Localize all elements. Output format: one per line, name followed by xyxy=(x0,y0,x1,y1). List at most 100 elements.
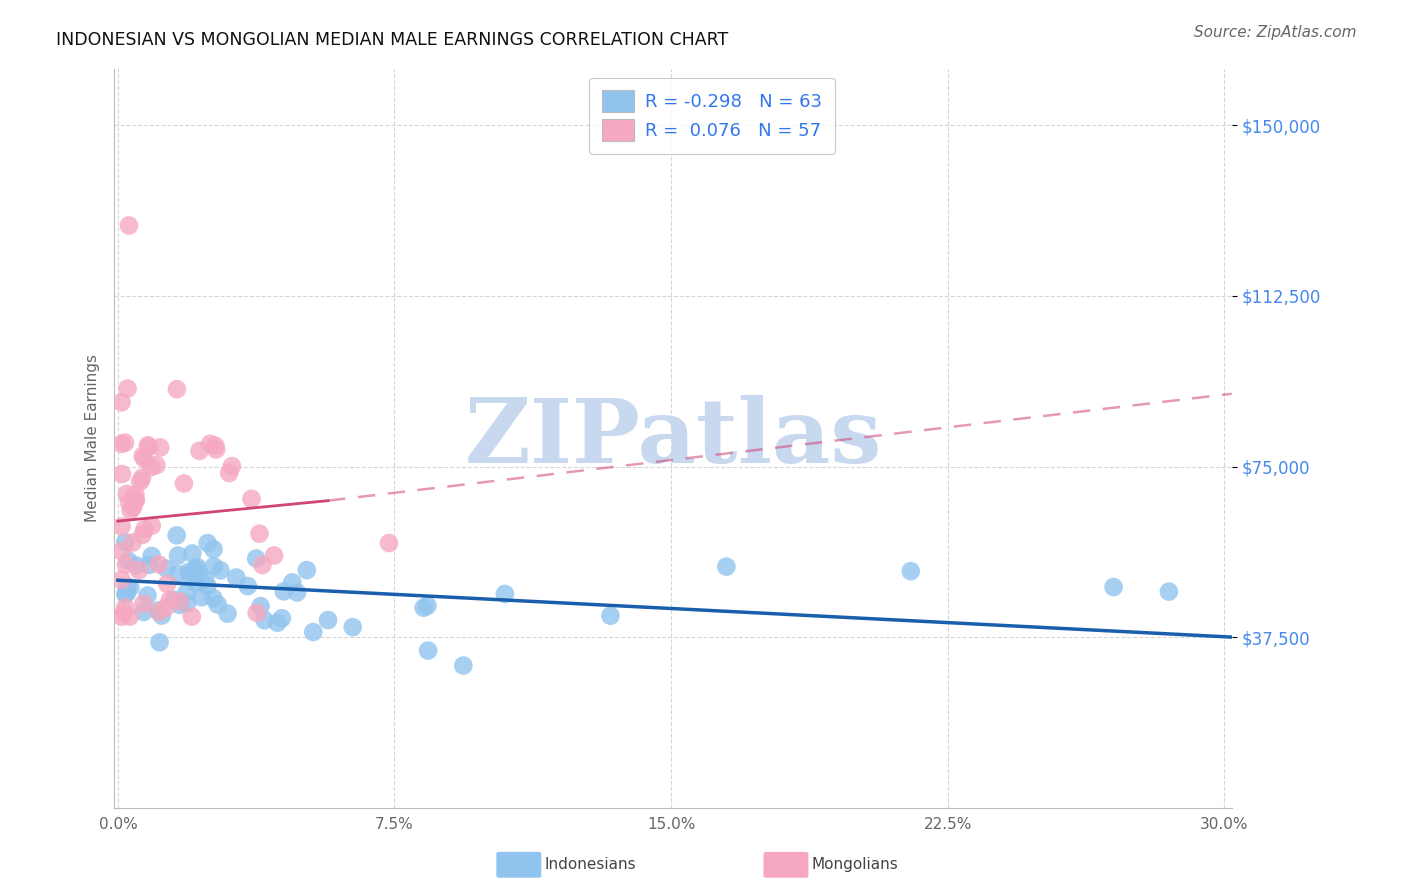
Point xyxy=(117,382,139,396)
Point xyxy=(167,549,190,563)
Legend: R = -0.298   N = 63, R =  0.076   N = 57: R = -0.298 N = 63, R = 0.076 N = 57 xyxy=(589,78,835,154)
Point xyxy=(114,587,136,601)
Point xyxy=(128,563,150,577)
Point xyxy=(416,599,439,613)
Point xyxy=(207,598,229,612)
Point xyxy=(139,460,162,475)
Point xyxy=(197,536,219,550)
Point xyxy=(194,573,217,587)
Point xyxy=(285,585,308,599)
Point xyxy=(121,535,143,549)
Point xyxy=(169,594,191,608)
Point xyxy=(177,565,200,579)
Point xyxy=(166,382,188,396)
Point xyxy=(179,567,201,582)
Text: Indonesians: Indonesians xyxy=(544,857,636,872)
Point xyxy=(246,606,269,620)
Point xyxy=(180,609,202,624)
Point xyxy=(236,579,259,593)
Point xyxy=(209,563,232,577)
Point xyxy=(136,589,159,603)
Point xyxy=(122,500,145,515)
Point xyxy=(124,488,146,502)
Point xyxy=(148,635,170,649)
Point xyxy=(117,580,139,594)
Point xyxy=(163,593,186,607)
Point xyxy=(599,608,621,623)
Point xyxy=(114,600,136,615)
Point xyxy=(900,564,922,578)
Point xyxy=(131,471,153,485)
Point xyxy=(176,596,198,610)
Point xyxy=(110,395,132,409)
Point xyxy=(249,526,271,541)
Point xyxy=(281,575,304,590)
Point xyxy=(150,608,173,623)
Point xyxy=(184,561,207,575)
Point xyxy=(221,459,243,474)
Point xyxy=(266,615,288,630)
Point xyxy=(302,625,325,640)
Point xyxy=(494,587,516,601)
Point xyxy=(316,613,339,627)
Point xyxy=(145,458,167,473)
Point xyxy=(202,559,225,574)
Point xyxy=(115,558,138,572)
Text: ZIPatlas: ZIPatlas xyxy=(464,394,882,482)
Point xyxy=(125,493,148,508)
Point xyxy=(120,503,142,517)
Point xyxy=(156,577,179,591)
Point xyxy=(169,598,191,612)
Point xyxy=(132,597,155,611)
Point xyxy=(188,566,211,580)
Point xyxy=(217,607,239,621)
Point xyxy=(138,440,160,454)
Point xyxy=(1157,584,1180,599)
Point xyxy=(273,584,295,599)
Point xyxy=(136,438,159,452)
Point xyxy=(155,561,177,575)
Point xyxy=(202,591,225,606)
Point xyxy=(184,575,207,590)
Point xyxy=(342,620,364,634)
Point xyxy=(134,522,156,536)
Point xyxy=(115,487,138,501)
Y-axis label: Median Male Earnings: Median Male Earnings xyxy=(86,354,100,522)
Point xyxy=(225,570,247,584)
Text: INDONESIAN VS MONGOLIAN MEDIAN MALE EARNINGS CORRELATION CHART: INDONESIAN VS MONGOLIAN MEDIAN MALE EARN… xyxy=(56,31,728,49)
Point xyxy=(253,613,276,627)
Point xyxy=(125,558,148,573)
Point xyxy=(263,549,285,563)
Point xyxy=(204,439,226,453)
Point xyxy=(166,566,188,581)
Point xyxy=(131,449,153,463)
Point xyxy=(111,467,134,481)
Point xyxy=(141,518,163,533)
Point xyxy=(198,437,221,451)
Point xyxy=(218,466,240,480)
Point xyxy=(155,600,177,615)
Point xyxy=(138,558,160,572)
Point xyxy=(188,443,211,458)
Point xyxy=(186,560,208,574)
Point xyxy=(252,558,274,572)
Point xyxy=(295,563,318,577)
Point xyxy=(118,495,141,509)
Point xyxy=(1102,580,1125,594)
Point xyxy=(132,605,155,619)
Point xyxy=(110,544,132,558)
Point xyxy=(416,643,439,657)
Point xyxy=(115,586,138,600)
Point xyxy=(240,491,263,506)
Point xyxy=(120,581,142,595)
Point xyxy=(117,553,139,567)
Point xyxy=(118,609,141,624)
Point xyxy=(118,219,141,233)
Point xyxy=(412,600,434,615)
Point xyxy=(129,475,152,489)
Point xyxy=(131,528,153,542)
Point xyxy=(249,599,271,613)
Point xyxy=(110,573,132,587)
Point xyxy=(270,611,292,625)
Point xyxy=(176,585,198,599)
